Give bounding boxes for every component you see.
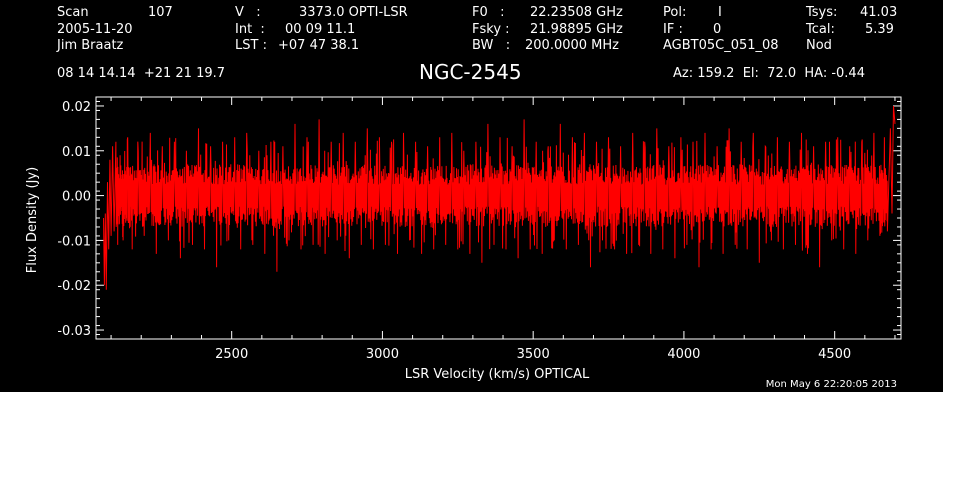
- y-tick-label: 0.01: [62, 145, 91, 160]
- source-coordinates: 08 14 14.14 +21 21 19.7: [57, 66, 226, 81]
- scan-label: Scan: [57, 5, 89, 20]
- x-axis-label: LSR Velocity (km/s) OPTICAL: [405, 367, 590, 382]
- velocity-value: 3373.0 OPTI-LSR: [299, 5, 408, 20]
- y-tick-label: 0.02: [62, 100, 91, 115]
- obs-mode: Nod: [806, 38, 832, 53]
- lst-value: +07 47 38.1: [278, 38, 360, 53]
- x-tick-label: 4500: [818, 347, 851, 362]
- x-tick-label: 2500: [215, 347, 248, 362]
- x-tick-label: 4000: [667, 347, 700, 362]
- integration-label: Int :: [235, 22, 265, 37]
- if-value: 0: [713, 22, 722, 37]
- fsky-value: 21.98895 GHz: [530, 22, 623, 37]
- f0-value: 22.23508 GHz: [530, 5, 623, 20]
- y-tick-label: -0.02: [57, 279, 91, 294]
- bandwidth-value: 200.0000 MHz: [525, 38, 619, 53]
- y-tick-label: -0.03: [57, 324, 91, 339]
- tcal-label: Tcal:: [806, 22, 835, 37]
- bandwidth-label: BW :: [472, 38, 511, 53]
- az-el-ha: Az: 159.2 El: 72.0 HA: -0.44: [673, 66, 865, 81]
- if-label: IF :: [663, 22, 683, 37]
- velocity-label: V :: [235, 5, 261, 20]
- integration-value: 00 09 11.1: [285, 22, 356, 37]
- chart-title: NGC-2545: [419, 60, 522, 84]
- f0-label: F0 :: [472, 5, 505, 20]
- tsys-label: Tsys:: [806, 5, 838, 20]
- tcal-value: 5.39: [865, 22, 894, 37]
- obs-date: 2005-11-20: [57, 22, 133, 37]
- axis-tick-labels: 2500 3000 3500 4000 4500 0.02 0.01 0.00 -0.01 -0.…: [57, 100, 851, 362]
- x-tick-label: 3500: [517, 347, 550, 362]
- x-tick-label: 3000: [366, 347, 399, 362]
- fsky-label: Fsky :: [472, 22, 510, 37]
- y-tick-label: -0.01: [57, 234, 91, 249]
- project-id: AGBT05C_051_08: [663, 38, 779, 53]
- scan-value: 107: [148, 5, 173, 20]
- y-tick-label: 0.00: [62, 190, 91, 205]
- lst-label: LST :: [235, 38, 267, 53]
- pol-label: Pol:: [663, 5, 687, 20]
- flux-series-line: [103, 105, 896, 290]
- y-axis-label: Flux Density (Jy): [25, 167, 40, 273]
- observer-name: Jim Braatz: [57, 38, 124, 53]
- footer-timestamp: Mon May 6 22:20:05 2013: [766, 379, 897, 390]
- pol-value: I: [718, 5, 722, 20]
- tsys-value: 41.03: [860, 5, 898, 20]
- axis-ticks: [96, 97, 901, 339]
- spectrum-chart: 2500 3000 3500 4000 4500 0.02 0.01 0.00 -0.01 -0.…: [25, 96, 902, 390]
